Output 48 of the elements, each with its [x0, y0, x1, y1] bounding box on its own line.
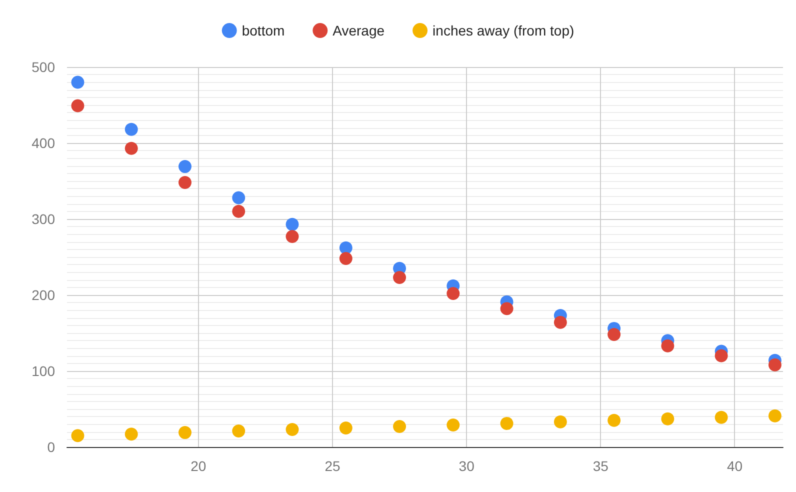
y-tick-label: 100	[32, 363, 56, 379]
point	[554, 415, 567, 428]
point	[71, 76, 84, 89]
y-tick-label: 500	[32, 59, 56, 75]
x-tick-label: 40	[726, 458, 743, 474]
legend-label: inches away (from top)	[432, 22, 574, 38]
point	[714, 349, 728, 362]
point	[339, 241, 352, 254]
legend-label: bottom	[242, 22, 285, 38]
x-tick-label: 25	[324, 458, 340, 474]
point	[608, 414, 621, 427]
point	[500, 302, 514, 316]
point	[446, 418, 460, 432]
point	[768, 358, 782, 372]
point	[393, 420, 406, 433]
point	[339, 252, 352, 266]
point	[661, 412, 674, 426]
point	[124, 428, 138, 441]
point	[286, 423, 299, 436]
point	[446, 286, 460, 300]
x-tick-label: 30	[458, 458, 475, 474]
point	[232, 191, 246, 204]
point	[71, 429, 84, 442]
point	[768, 409, 782, 422]
y-tick-label: 400	[32, 135, 56, 151]
point	[286, 218, 299, 231]
x-tick-label: 20	[190, 458, 206, 474]
point	[232, 204, 246, 218]
point	[608, 328, 621, 342]
point	[714, 410, 728, 424]
y-tick-label: 200	[32, 287, 56, 303]
x-tick-label: 35	[592, 458, 609, 474]
point	[661, 339, 674, 352]
legend-label: Average	[332, 22, 385, 38]
point	[124, 142, 138, 155]
point	[500, 416, 514, 430]
point	[124, 122, 138, 136]
point	[339, 422, 352, 434]
y-tick-label: 300	[32, 211, 56, 227]
point	[178, 176, 192, 190]
point	[232, 424, 246, 438]
point	[178, 160, 192, 174]
point	[71, 99, 84, 112]
point	[393, 271, 406, 284]
y-tick-label: 0	[47, 439, 56, 455]
point	[178, 426, 192, 440]
point	[554, 316, 567, 329]
point	[286, 230, 299, 243]
